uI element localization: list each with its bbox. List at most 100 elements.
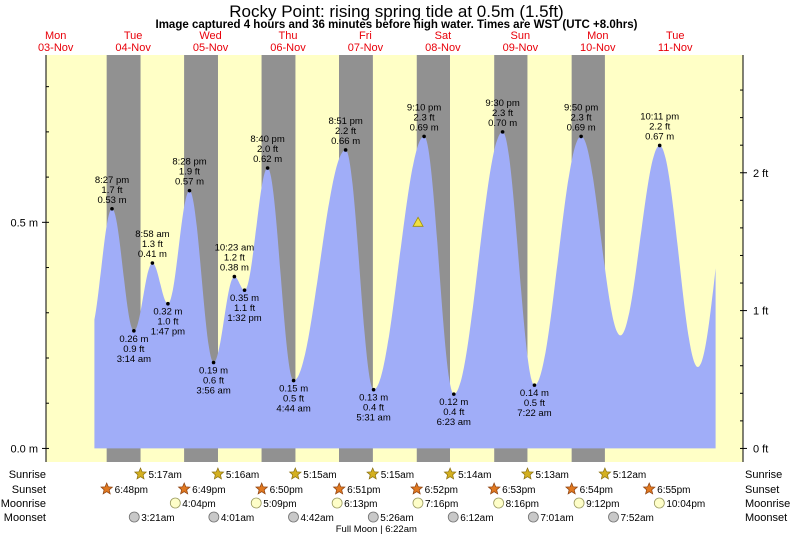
sunrise-time: 5:13am <box>536 470 569 481</box>
tide-extreme-text: 0.26 m <box>119 334 148 345</box>
chart-subtitle: Image captured 4 hours and 36 minutes be… <box>155 19 638 31</box>
tide-extreme-text: 8:40 pm <box>250 134 284 145</box>
day-labels: Mon03-NovTue04-NovWed05-NovThu06-NovFri0… <box>38 30 693 54</box>
moonrise-time: 7:16pm <box>425 499 458 510</box>
moonset-icon <box>288 511 299 523</box>
sunrise-icon <box>520 467 535 480</box>
tide-extreme-text: 1.3 ft <box>142 239 163 250</box>
date-label: 08-Nov <box>425 42 461 54</box>
high-tide-label: 10:11 pm2.2 ft0.67 m <box>640 111 679 148</box>
tide-extreme-text: 0.4 ft <box>443 407 464 418</box>
sunrise-time: 5:15am <box>381 470 414 481</box>
day-name-label: Wed <box>199 30 221 42</box>
moonset-icon <box>128 511 140 523</box>
tide-area <box>94 131 716 449</box>
tide-extreme-point <box>371 387 376 392</box>
tide-extreme-text: 1.0 ft <box>157 317 178 328</box>
moonrise-time: 9:12pm <box>586 499 619 510</box>
tide-extreme-text: 0.9 ft <box>123 344 144 355</box>
day-name-label: Mon <box>45 30 66 42</box>
tide-extreme-point <box>110 206 114 211</box>
sunset-time: 6:55pm <box>657 485 690 496</box>
sunrise-time: 5:17am <box>148 470 181 481</box>
sunrise-time: 5:15am <box>303 470 336 481</box>
tide-extreme-text: 0.69 m <box>567 122 596 133</box>
sunset-time: 6:50pm <box>270 485 303 496</box>
moonset-icon <box>608 511 619 523</box>
tide-extreme-text: 3:56 am <box>196 386 230 397</box>
tide-extreme-text: 2.2 ft <box>335 126 356 137</box>
tide-extreme-point <box>500 130 505 134</box>
moonset-row-label-right: Moonset <box>745 512 787 524</box>
chart-frame <box>45 55 744 462</box>
axes: 0.0 m 0.5 m 0 ft 1 ft 2 ft <box>10 86 768 455</box>
high-tide-label: 9:10 pm2.3 ft0.69 m <box>407 102 441 139</box>
low-tide-label: 0.35 m1.1 ft1:32 pm <box>227 288 262 324</box>
tide-extreme-text: 1.9 ft <box>179 167 200 178</box>
tide-extreme-text: 2.2 ft <box>649 121 670 132</box>
moonrise-time: 6:13pm <box>344 499 377 510</box>
tide-extreme-text: 9:10 pm <box>407 102 441 113</box>
low-tide-label: 0.12 m0.4 ft6:23 am <box>437 392 471 428</box>
tide-extreme-text: 0.5 ft <box>524 398 545 409</box>
sunrise-icon <box>133 467 148 480</box>
high-tide-label: 9:30 pm2.3 ft0.70 m <box>485 98 520 134</box>
sunrise-icon <box>598 467 612 480</box>
tide-extreme-text: 0.19 m <box>199 366 228 377</box>
moonset-icon <box>527 511 539 523</box>
tide-extreme-point <box>657 143 662 148</box>
sunset-icon <box>255 482 269 495</box>
day-name-label: Mon <box>587 30 608 42</box>
tide-extreme-text: 10:11 pm <box>640 111 679 122</box>
left-axis-label: 0.5 m <box>10 217 38 229</box>
tide-extreme-point <box>132 329 136 333</box>
tide-extreme-text: 2.3 ft <box>492 108 513 119</box>
sunrise-time: 5:14am <box>458 470 491 481</box>
tide-extreme-text: 0.57 m <box>175 177 204 188</box>
moonrise-icon <box>412 497 424 509</box>
high-tide-label: 8:51 pm2.2 ft0.66 m <box>328 116 363 152</box>
tide-extreme-text: 2.3 ft <box>571 112 592 123</box>
tide-extreme-text: 0.38 m <box>220 263 249 274</box>
high-tide-label: 8:58 am1.3 ft0.41 m <box>135 229 170 265</box>
moonrise-time: 8:16pm <box>506 499 539 510</box>
tide-extreme-text: 0.12 m <box>439 397 468 408</box>
moonrise-time: 10:04pm <box>666 499 705 510</box>
low-tide-label: 0.14 m0.5 ft7:22 am <box>517 383 552 419</box>
sunrise-icon <box>211 467 225 480</box>
tide-extreme-point <box>343 148 348 152</box>
tide-extreme-text: 1.2 ft <box>224 253 245 264</box>
tide-extreme-text: 9:50 pm <box>564 102 598 113</box>
moonset-time: 3:21am <box>141 513 174 524</box>
high-tide-label: 8:28 pm1.9 ft0.57 m <box>172 157 207 193</box>
tide-extreme-point <box>232 274 237 279</box>
day-name-label: Sat <box>435 30 452 42</box>
right-axis-label: 2 ft <box>753 168 768 180</box>
tide-extreme-labels: 8:27 pm1.7 ft0.53 m 0.26 m0.9 ft3:14 am 8:… <box>95 98 679 428</box>
sunset-icon <box>410 482 424 495</box>
date-label: 04-Nov <box>115 42 151 54</box>
date-label: 10-Nov <box>580 42 616 54</box>
low-tide-label: 0.19 m0.6 ft3:56 am <box>196 360 231 397</box>
sunrise-time: 5:12am <box>613 470 646 481</box>
tide-extreme-text: 1.1 ft <box>234 303 255 314</box>
high-tide-label: 8:27 pm1.7 ft0.53 m <box>95 175 129 211</box>
moonrise-icon <box>331 497 343 509</box>
tide-extreme-text: 0.66 m <box>331 136 360 147</box>
moonset-icon <box>208 511 220 523</box>
moonset-time: 7:01am <box>540 513 573 524</box>
tide-extreme-text: 0.6 ft <box>203 376 224 387</box>
left-axis-label: 0.0 m <box>10 443 38 455</box>
sunset-time: 6:52pm <box>425 485 458 496</box>
tide-extreme-text: 0.41 m <box>138 249 167 260</box>
tide-extreme-text: 1:32 pm <box>227 313 261 324</box>
date-label: 09-Nov <box>503 42 539 54</box>
sunset-icon <box>642 482 656 495</box>
tide-extreme-point <box>422 134 426 139</box>
tide-extreme-text: 0.5 ft <box>283 394 304 405</box>
tide-height-area <box>94 131 716 449</box>
moonset-time: 5:26am <box>380 513 413 524</box>
low-tide-label: 0.32 m1.0 ft1:47 pm <box>151 301 185 338</box>
low-tide-label: 0.15 m0.5 ft4:44 am <box>276 378 311 415</box>
day-name-label: Tue <box>666 30 685 42</box>
